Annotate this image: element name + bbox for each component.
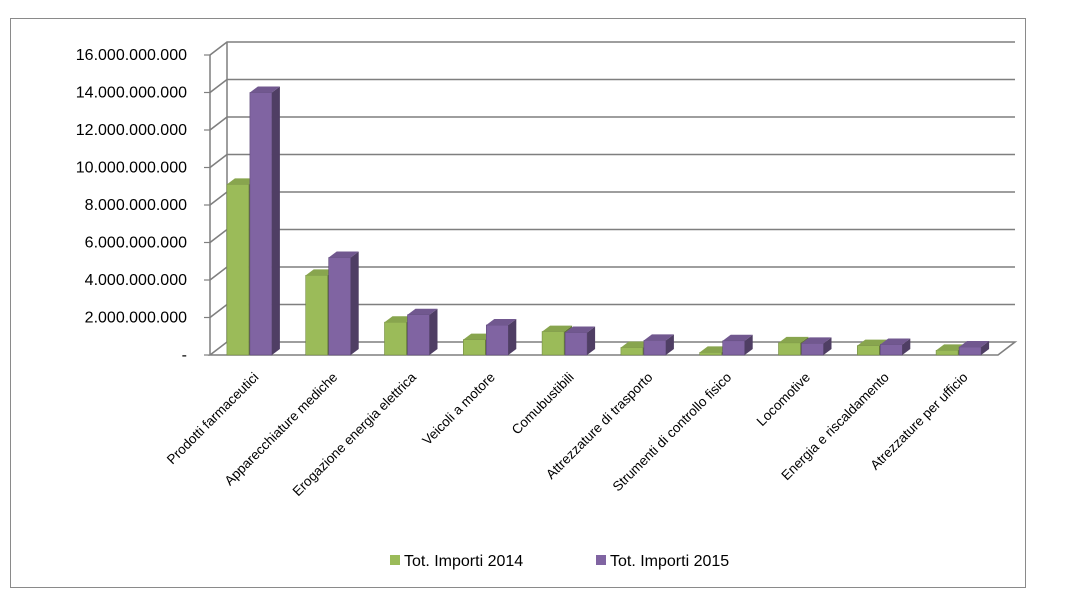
bar-top bbox=[620, 341, 651, 348]
bar-front bbox=[328, 257, 352, 356]
bar-front bbox=[778, 342, 801, 356]
gridline bbox=[209, 41, 1015, 56]
bar-top bbox=[880, 338, 911, 345]
bar-side bbox=[981, 340, 990, 355]
bar-series-2-4 bbox=[564, 326, 596, 356]
bar-series-1-7 bbox=[778, 336, 809, 356]
bar-front bbox=[643, 340, 667, 356]
chart-bars bbox=[226, 86, 990, 356]
gridline bbox=[209, 153, 1015, 169]
bar-front bbox=[958, 346, 982, 356]
bar-side bbox=[429, 308, 438, 355]
bar-series-2-0 bbox=[249, 86, 280, 356]
bar-top bbox=[936, 344, 967, 351]
bar-front bbox=[856, 345, 880, 356]
bar-top bbox=[226, 178, 257, 185]
bar-side bbox=[350, 251, 359, 355]
bar-series-2-5 bbox=[643, 334, 674, 356]
bar-front bbox=[935, 350, 959, 356]
bar-front bbox=[722, 340, 746, 356]
legend-swatch bbox=[390, 555, 400, 565]
bar-side bbox=[665, 334, 674, 355]
bar-front bbox=[485, 324, 509, 356]
x-tick-label: Comubustibili bbox=[509, 370, 577, 438]
legend-label: Tot. Importi 2014 bbox=[404, 553, 523, 570]
bar-front bbox=[620, 347, 644, 356]
bar-front bbox=[564, 332, 588, 356]
y-tick-label: 14.000.000.000 bbox=[76, 85, 187, 102]
bar-side bbox=[271, 86, 280, 355]
y-tick-label: - bbox=[182, 347, 187, 364]
y-tick-label: 16.000.000.000 bbox=[76, 47, 187, 64]
bar-front bbox=[541, 331, 565, 356]
bar-side bbox=[587, 326, 596, 355]
bar-top bbox=[249, 86, 280, 93]
bar-top bbox=[722, 334, 753, 341]
bar-top bbox=[542, 325, 573, 332]
x-tick-label: Locomotive bbox=[754, 370, 813, 429]
y-tick-label: 10.000.000.000 bbox=[76, 160, 187, 177]
bar-front bbox=[305, 275, 329, 356]
y-tick-label: 12.000.000.000 bbox=[76, 122, 187, 139]
bar-series-2-9 bbox=[958, 340, 990, 356]
bar-front bbox=[407, 314, 430, 356]
bar-top bbox=[643, 334, 674, 341]
bar-front bbox=[801, 343, 824, 356]
bar-front bbox=[249, 92, 273, 356]
bar-front bbox=[226, 184, 250, 356]
y-tick-label: 8.000.000.000 bbox=[85, 197, 187, 214]
y-axis-tick-labels: - 2.000.000.000 4.000.000.000 6.000.000.000… bbox=[76, 47, 187, 364]
bar-top bbox=[384, 316, 415, 323]
bar-series-2-1 bbox=[328, 251, 359, 356]
chart-legend: Tot. Importi 2014 Tot. Importi 2015 bbox=[390, 553, 729, 570]
bar-top bbox=[699, 346, 730, 353]
legend-item-2: Tot. Importi 2015 bbox=[596, 553, 729, 570]
bar-series-2-7 bbox=[801, 337, 832, 356]
bar-top bbox=[565, 326, 596, 333]
bar-front bbox=[384, 321, 407, 356]
y-tick-label: 6.000.000.000 bbox=[85, 235, 187, 252]
y-tick-label: 4.000.000.000 bbox=[85, 272, 187, 289]
bar-series-2-8 bbox=[879, 338, 911, 356]
gridline bbox=[209, 78, 1015, 94]
bar-front bbox=[462, 339, 486, 356]
bar-series-2-3 bbox=[485, 319, 517, 356]
bar-side bbox=[902, 338, 911, 355]
bar-side bbox=[744, 334, 753, 355]
bar-top bbox=[778, 336, 809, 343]
gridline bbox=[209, 116, 1015, 131]
x-tick-label: Veicoli a motore bbox=[419, 370, 498, 449]
bar-front bbox=[699, 352, 723, 356]
bar-top bbox=[305, 269, 336, 276]
bar-series-2-2 bbox=[407, 308, 438, 356]
bar-top bbox=[328, 251, 359, 258]
bar-top bbox=[463, 333, 494, 340]
bar-top bbox=[857, 339, 888, 346]
bar-front bbox=[879, 344, 903, 356]
bar-side bbox=[823, 337, 832, 355]
bar-top bbox=[959, 340, 990, 347]
bar-top bbox=[407, 308, 438, 315]
bar-top bbox=[486, 319, 517, 325]
bar-top bbox=[801, 337, 832, 344]
y-tick-label: 2.000.000.000 bbox=[85, 310, 187, 327]
legend-label: Tot. Importi 2015 bbox=[610, 553, 729, 570]
bar-series-2-6 bbox=[722, 334, 753, 356]
legend-swatch bbox=[596, 555, 606, 565]
x-tick-label: Erogazione energia elettrica bbox=[290, 369, 420, 499]
legend-item-1: Tot. Importi 2014 bbox=[390, 553, 523, 570]
bar-side bbox=[508, 319, 517, 355]
